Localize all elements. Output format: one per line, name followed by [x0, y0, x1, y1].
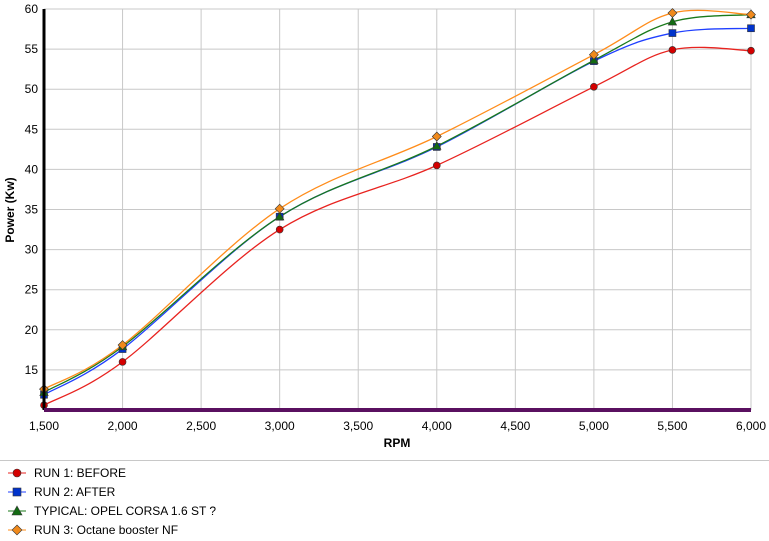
series-line-typical-opel-corsa-1-6-st	[43, 13, 752, 393]
y-tick-label: 55	[25, 42, 39, 56]
series-line-run-3-octane-booster-nf	[43, 9, 752, 390]
legend-item-typical: TYPICAL: OPEL CORSA 1.6 ST ?	[8, 501, 216, 520]
y-tick-label: 30	[25, 243, 39, 257]
x-tick-label: 1,500	[29, 419, 59, 433]
y-tick-label: 50	[25, 82, 39, 96]
legend-label: RUN 1: BEFORE	[34, 465, 127, 480]
y-tick-label: 15	[25, 363, 39, 377]
data-point-circle	[668, 46, 677, 54]
y-tick-label: 40	[25, 162, 39, 176]
series-lines	[43, 9, 752, 406]
data-point-diamond	[274, 203, 285, 214]
x-tick-label: 2,500	[186, 419, 216, 433]
data-point-triangle	[274, 211, 285, 221]
legend-item-run2: RUN 2: AFTER	[8, 482, 115, 501]
x-tick-label: 2,000	[108, 419, 138, 433]
data-point-triangle	[432, 141, 442, 150]
data-point-diamond	[746, 9, 756, 20]
data-point-circle	[118, 358, 127, 366]
y-tick-label: 25	[25, 283, 39, 297]
y-tick-label: 20	[25, 323, 39, 337]
red-circle-line-icon	[8, 468, 26, 477]
y-tick-label: 35	[25, 203, 39, 217]
data-point-triangle	[667, 16, 678, 26]
data-point-triangle	[589, 55, 599, 64]
data-point-circle	[747, 46, 755, 55]
y-tick-label: 45	[25, 122, 39, 136]
series-line-run-2-after	[43, 27, 752, 396]
x-tick-labels: 1,500 2,000 2,500 3,000 3,500 4,000 4,500 5,000…	[29, 419, 766, 433]
legend: RUN 1: BEFORE RUN 2: AFTER TYPICAL: OPEL…	[0, 460, 769, 541]
orange-diamond-line-icon	[8, 524, 26, 535]
x-tick-label: 4,000	[422, 419, 452, 433]
data-point-square	[668, 29, 677, 37]
data-point-circle	[275, 225, 284, 234]
green-triangle-line-icon	[8, 504, 26, 515]
data-point-diamond	[117, 340, 128, 350]
data-point-diamond	[667, 8, 678, 18]
blue-square-line-icon	[8, 487, 26, 496]
y-axis-title: Power (Kw)	[3, 177, 17, 242]
legend-label: RUN 3: Octane booster NF	[34, 522, 179, 537]
x-tick-label: 5,500	[657, 419, 687, 433]
data-point-square	[747, 24, 755, 33]
x-tick-label: 3,500	[343, 419, 373, 433]
legend-item-run3: RUN 3: Octane booster NF	[8, 520, 178, 539]
data-markers	[39, 8, 756, 409]
series-line-run-1-before	[43, 46, 752, 406]
legend-item-run1: RUN 1: BEFORE	[8, 463, 126, 482]
power-chart: 1,500 2,000 2,500 3,000 3,500 4,000 4,500 5,000…	[3, 2, 766, 450]
data-point-diamond	[588, 49, 599, 60]
legend-label: TYPICAL: OPEL CORSA 1.6 ST ?	[34, 503, 217, 518]
x-tick-label: 5,000	[579, 419, 609, 433]
grid-lines	[43, 8, 752, 410]
x-axis-title: RPM	[384, 436, 411, 450]
data-point-circle	[590, 82, 598, 91]
y-tick-label: 60	[25, 2, 39, 16]
legend-label: RUN 2: AFTER	[34, 484, 116, 499]
data-point-diamond	[431, 131, 442, 142]
y-tick-labels: 15 20 25 30 35 40 45 50 55 60	[25, 2, 39, 377]
x-tick-label: 3,000	[265, 419, 295, 433]
data-point-circle	[432, 161, 441, 170]
x-tick-label: 4,500	[500, 419, 530, 433]
x-tick-label: 6,000	[736, 419, 766, 433]
